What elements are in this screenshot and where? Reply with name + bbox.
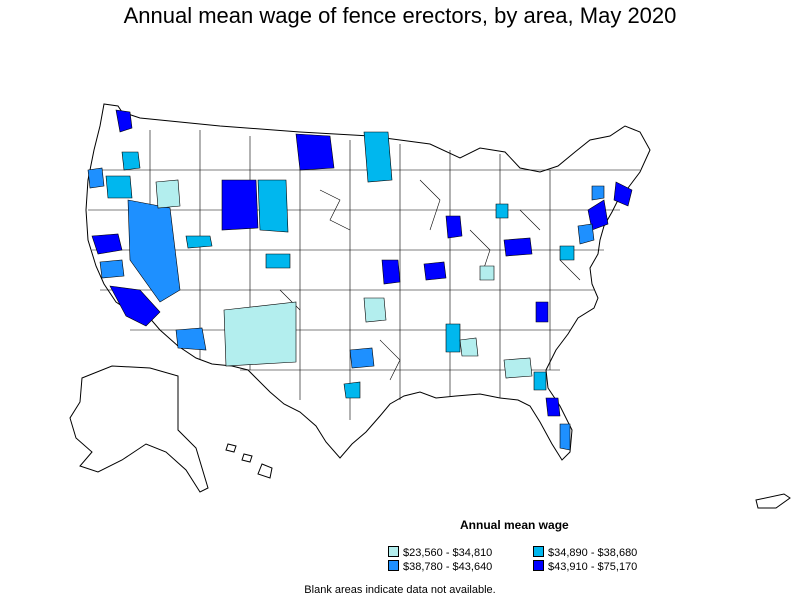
area-new-york [591, 185, 605, 201]
area-wyoming-east [257, 179, 289, 233]
area-florida-south [559, 423, 571, 451]
area-florida-central [545, 397, 561, 417]
area-idaho-south [155, 179, 181, 209]
alaska-outline [69, 365, 209, 493]
legend-item-1: $23,560 - $34,810 [388, 546, 492, 560]
data-note: Blank areas indicate data not available. [304, 584, 496, 596]
legend-item-2: $34,890 - $38,680 [533, 546, 637, 560]
legend-swatch-1 [388, 546, 399, 557]
area-alabama [445, 323, 461, 353]
area-virginia [559, 245, 575, 261]
area-georgia [503, 357, 533, 379]
area-northeast [587, 199, 609, 231]
legend-swatch-2 [533, 546, 544, 557]
area-washington-central [121, 151, 141, 171]
area-indiana [495, 203, 509, 219]
legend-label-1: $23,560 - $34,810 [403, 547, 493, 559]
area-california-central [99, 259, 125, 279]
us-wage-map [69, 103, 791, 509]
area-utah [185, 235, 213, 249]
hawaii-outline [225, 443, 273, 479]
map-title: Annual mean wage of fence erectors, by a… [123, 3, 677, 28]
area-st-louis [423, 261, 447, 281]
area-ohio [503, 237, 533, 257]
puerto-rico-outline [755, 493, 791, 509]
legend-item-4: $43,910 - $75,170 [533, 560, 637, 574]
area-florida-north [533, 371, 547, 391]
legend-title: Annual mean wage [460, 518, 569, 532]
area-montana-east [295, 133, 335, 171]
area-carolina [535, 301, 549, 323]
area-mississippi [459, 337, 479, 357]
area-tennessee [479, 265, 495, 281]
area-seattle [115, 109, 133, 133]
legend-label-4: $43,910 - $75,170 [548, 561, 638, 573]
area-colorado [265, 253, 291, 269]
area-kansas [363, 297, 387, 323]
area-idaho [105, 175, 133, 199]
area-missouri [381, 259, 401, 285]
area-mid-atlantic [577, 223, 595, 245]
legend-item-3: $38,780 - $43,640 [388, 560, 492, 574]
area-new-mexico [223, 301, 297, 367]
legend-label-3: $38,780 - $43,640 [403, 561, 493, 573]
legend-swatch-4 [533, 560, 544, 571]
area-los-angeles [109, 285, 161, 327]
area-oregon-coast [87, 167, 105, 189]
area-boundaries [88, 130, 640, 420]
area-sf-bay [91, 233, 123, 255]
area-louisiana [343, 381, 361, 399]
area-north-dakota [363, 131, 393, 183]
area-arizona-south [175, 327, 207, 351]
legend-swatch-3 [388, 560, 399, 571]
area-chicago [445, 215, 463, 239]
legend-label-2: $34,890 - $38,680 [548, 547, 638, 559]
area-new-england [613, 181, 633, 207]
wage-areas [87, 109, 633, 451]
area-wyoming [221, 179, 259, 231]
area-oklahoma [349, 347, 375, 369]
